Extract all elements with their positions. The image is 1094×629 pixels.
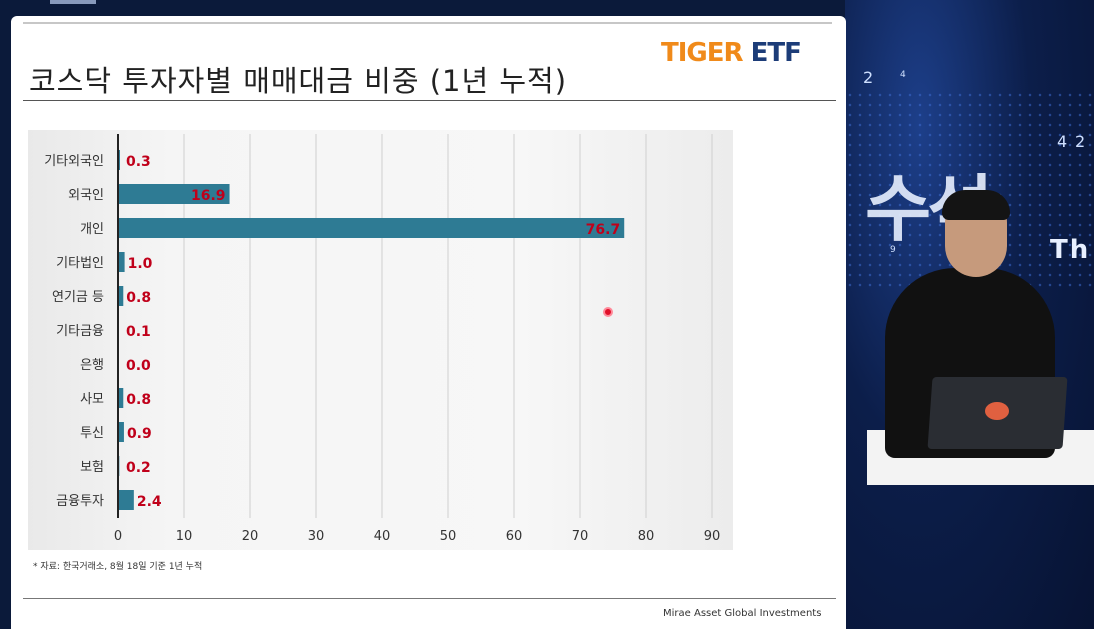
value-label: 0.8	[126, 290, 151, 306]
value-label: 0.8	[126, 392, 151, 408]
chart-bar	[118, 388, 124, 408]
category-label: 개인	[80, 222, 104, 237]
category-label: 외국인	[68, 188, 104, 203]
slide-title: 코스닥 투자자별 매매대금 비중 (1년 누적)	[29, 64, 568, 98]
value-label: 76.7	[586, 222, 621, 238]
value-label: 0.0	[126, 358, 151, 374]
chart-area: 기타외국인 0.3 외국인 16.9 개인 76.7 기타법인 1.0 연기금 등 0.8 기타금융…	[28, 130, 733, 550]
value-label: 0.1	[126, 324, 151, 340]
category-label: 사모	[80, 392, 104, 407]
x-tick-label: 30	[308, 529, 325, 544]
background-number: 9	[890, 245, 896, 255]
category-label: 투신	[80, 426, 104, 441]
background-number: 4	[1057, 132, 1068, 151]
background-number: 4	[900, 70, 906, 80]
x-tick-label: 80	[638, 529, 655, 544]
studio-video-feed: 수석 Th 2 4 4 2 9	[845, 0, 1094, 629]
tiger-etf-logo: TIGER ETF	[661, 38, 802, 68]
background-number: 2	[863, 68, 874, 87]
logo-part-tiger: TIGER	[661, 38, 744, 68]
value-label: 2.4	[137, 494, 162, 510]
source-note: * 자료: 한국거래소, 8월 18일 기준 1년 누적	[33, 562, 203, 572]
top-thumbnail-strip	[50, 0, 96, 4]
chart-bar	[118, 184, 230, 204]
slide-top-strip	[23, 22, 832, 24]
bar-chart: 기타외국인 0.3 외국인 16.9 개인 76.7 기타법인 1.0 연기금 등 0.8 기타금융…	[44, 134, 721, 544]
chart-bar	[118, 218, 625, 238]
footer-divider	[23, 598, 836, 599]
x-tick-label: 50	[440, 529, 457, 544]
background-text-small: Th	[1050, 235, 1091, 265]
value-label: 0.9	[127, 426, 152, 442]
logo-part-etf: ETF	[750, 38, 802, 68]
x-tick-label: 60	[506, 529, 523, 544]
x-tick-label: 20	[242, 529, 259, 544]
x-tick-label: 0	[114, 529, 122, 544]
category-label: 은행	[80, 357, 104, 373]
chart-bar	[118, 490, 134, 510]
laptop-sticker-icon	[985, 402, 1009, 420]
value-label: 16.9	[191, 188, 226, 204]
chart-bar	[118, 252, 125, 272]
category-label: 보험	[80, 460, 104, 475]
background-number: 2	[1075, 132, 1086, 151]
chart-bar	[118, 422, 124, 442]
category-label: 기타금융	[56, 324, 104, 339]
category-label: 금융투자	[56, 494, 104, 509]
presentation-slide: 코스닥 투자자별 매매대금 비중 (1년 누적) TIGER ETF 기타외국인…	[11, 16, 846, 629]
value-label: 0.3	[126, 154, 151, 170]
x-tick-label: 10	[176, 529, 193, 544]
chart-bar	[118, 286, 124, 306]
value-label: 1.0	[128, 256, 153, 272]
value-label: 0.2	[126, 460, 151, 476]
laser-pointer-dot	[603, 307, 613, 317]
category-label: 기타법인	[56, 256, 104, 271]
presenter-hair	[942, 190, 1010, 220]
title-divider	[23, 100, 836, 101]
x-tick-label: 40	[374, 529, 391, 544]
x-tick-label: 70	[572, 529, 589, 544]
category-label: 연기금 등	[52, 290, 104, 305]
category-label: 기타외국인	[44, 154, 104, 169]
footer-company: Mirae Asset Global Investments	[663, 608, 822, 619]
x-tick-label: 90	[704, 529, 721, 544]
